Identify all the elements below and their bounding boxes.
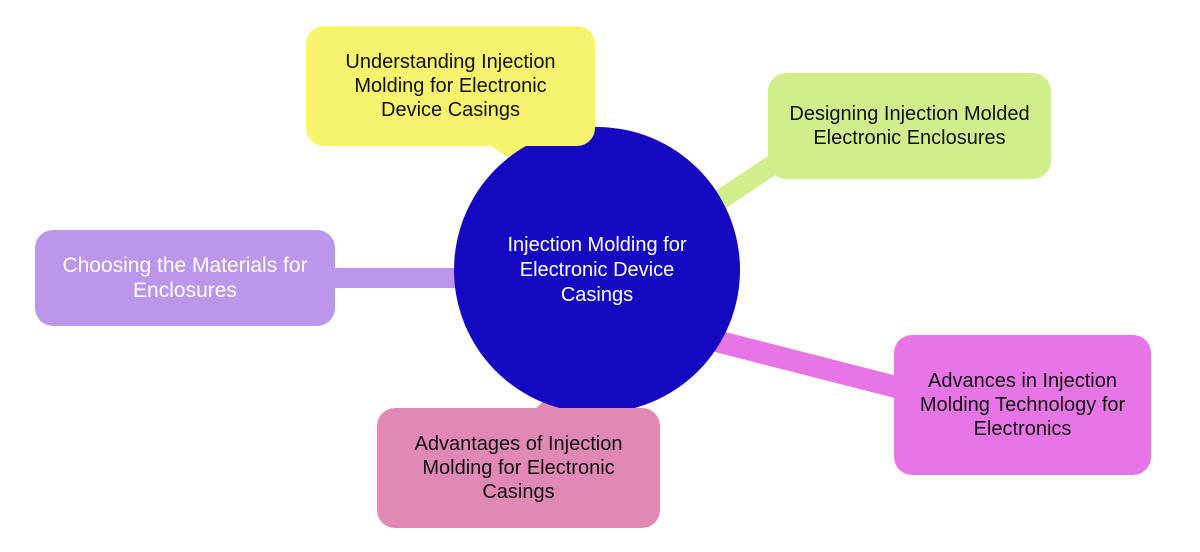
node-label: Advances in Injection Molding Technology… [912,369,1133,441]
node-label: Designing Injection Molded Electronic En… [786,102,1033,150]
node-advances: Advances in Injection Molding Technology… [894,335,1151,475]
center-node-label: Injection Molding for Electronic Device … [484,233,710,308]
node-label: Choosing the Materials for Enclosures [53,253,317,303]
center-node: Injection Molding for Electronic Device … [454,127,740,413]
node-label: Advantages of Injection Molding for Elec… [395,432,642,504]
node-designing: Designing Injection Molded Electronic En… [768,73,1051,179]
node-label: Understanding Injection Molding for Elec… [324,50,577,122]
node-advantages: Advantages of Injection Molding for Elec… [377,408,660,528]
mindmap-canvas: Injection Molding for Electronic Device … [0,0,1200,552]
node-understanding: Understanding Injection Molding for Elec… [306,26,595,146]
node-materials: Choosing the Materials for Enclosures [35,230,335,326]
